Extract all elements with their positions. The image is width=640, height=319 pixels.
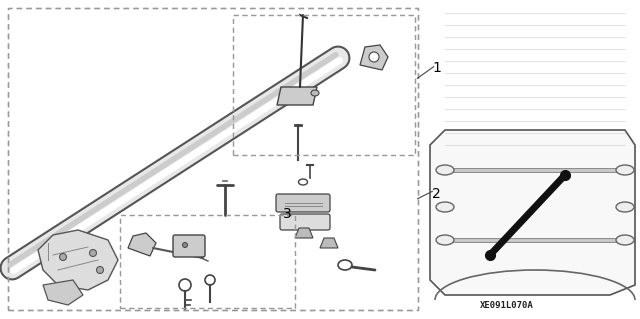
Ellipse shape (182, 242, 188, 248)
Polygon shape (128, 233, 156, 256)
Polygon shape (277, 87, 317, 105)
Polygon shape (38, 230, 118, 290)
Bar (8, 8, 418, 310)
Text: 3: 3 (283, 207, 292, 221)
Bar (120, 215, 295, 308)
FancyBboxPatch shape (276, 194, 330, 212)
Ellipse shape (369, 52, 379, 62)
Ellipse shape (616, 202, 634, 212)
Text: XE091L070A: XE091L070A (480, 301, 534, 310)
Bar (8, 8, 418, 310)
Polygon shape (295, 228, 313, 238)
Bar (233, 15, 415, 155)
FancyBboxPatch shape (280, 214, 330, 230)
Ellipse shape (436, 165, 454, 175)
Bar (233, 15, 415, 155)
Ellipse shape (436, 202, 454, 212)
Text: 1: 1 (432, 61, 441, 75)
Ellipse shape (97, 266, 104, 273)
Polygon shape (430, 130, 635, 295)
Ellipse shape (616, 165, 634, 175)
Polygon shape (360, 45, 388, 70)
Polygon shape (320, 238, 338, 248)
Polygon shape (43, 280, 83, 305)
Ellipse shape (90, 249, 97, 256)
Bar (120, 215, 295, 308)
Ellipse shape (311, 90, 319, 96)
Text: 2: 2 (432, 187, 441, 201)
Ellipse shape (436, 235, 454, 245)
FancyBboxPatch shape (173, 235, 205, 257)
Ellipse shape (60, 254, 67, 261)
Ellipse shape (616, 235, 634, 245)
